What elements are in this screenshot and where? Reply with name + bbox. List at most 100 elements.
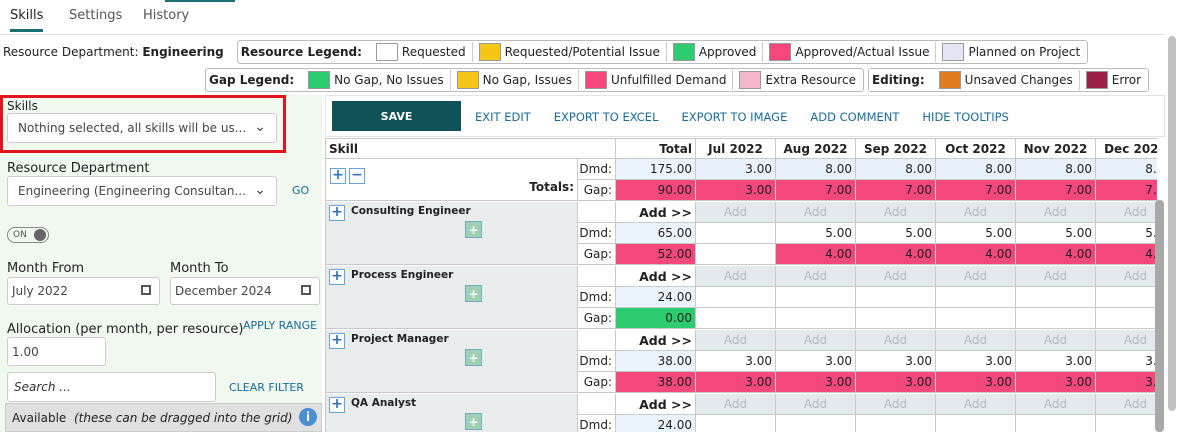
clear-filter-button[interactable]: CLEAR FILTER (229, 381, 304, 394)
legend-label: No Gap, No Issues (334, 73, 444, 87)
toolbar-link[interactable]: HIDE TOOLTIPS (922, 110, 1009, 124)
label: Month To (170, 261, 229, 276)
legend-divider (1078, 70, 1080, 90)
skill-name: Project Manager (351, 333, 449, 345)
tab[interactable]: Settings (69, 8, 123, 23)
go-button[interactable]: GO (292, 184, 310, 197)
month-cell (856, 308, 936, 329)
add-cell: Add (776, 266, 856, 287)
month-cell (936, 308, 1016, 329)
expand-skill[interactable]: + (329, 397, 345, 413)
month-to-input[interactable]: December 2024 (170, 277, 320, 305)
resource-legend: Resource Legend: Requested Requested/Poten… (236, 40, 1089, 64)
month-cell (856, 287, 936, 308)
input-value: December 2024 (175, 284, 272, 298)
add-cell: Add (1016, 202, 1096, 223)
column-header: Skill (326, 139, 616, 159)
expand-skill[interactable]: + (329, 205, 345, 221)
grid: Skill Total Jul 2022 Aug 2022 Sep 2022 Oct 20… (325, 138, 1157, 432)
department-dropdown[interactable]: Engineering (Engineering Consultan... ⌄ (7, 176, 277, 206)
totals-cell: + − Totals: (326, 159, 578, 201)
collapse-all[interactable]: − (349, 168, 365, 184)
skills-dropdown[interactable]: Nothing selected, all skills will be us.… (7, 113, 277, 143)
accent (165, 0, 235, 2)
month-cell: 5.00 (936, 223, 1016, 244)
add-button: Add >> (616, 394, 696, 415)
expand-skill[interactable]: + (329, 333, 345, 349)
total-cell: 65.00 (616, 223, 696, 244)
month-cell: 5.00 (776, 223, 856, 244)
total-cell: 24.00 (616, 287, 696, 308)
month-cell: 5.00 (1016, 223, 1096, 244)
month-cell: 4.00 (776, 244, 856, 265)
expand-skill[interactable]: + (329, 269, 345, 285)
month-cell (936, 287, 1016, 308)
filter-panel: Skills Nothing selected, all skills will… (0, 95, 322, 432)
legend-label: Approved/Actual Issue (795, 45, 930, 59)
toggle-label: ON (13, 230, 27, 240)
row-label: Gap: (578, 180, 616, 201)
month-cell (936, 415, 1016, 432)
total-cell: 38.00 (616, 372, 696, 393)
apply-range-button[interactable]: APPLY RANGE (243, 319, 318, 332)
month-from-input[interactable]: July 2022 (7, 277, 160, 305)
legend-row: Gap Legend: No Gap, No Issues No Gap, Issu… (205, 68, 1150, 92)
chevron: ⌄ (254, 182, 266, 198)
row-label (578, 266, 616, 287)
add-resource-icon[interactable]: + (465, 349, 482, 366)
search-input[interactable]: Search ... (7, 372, 216, 402)
add-cell: Add (696, 266, 776, 287)
label: Month From (7, 261, 85, 276)
legend-divider (762, 42, 764, 62)
add-button: Add >> (616, 266, 696, 287)
month-cell: 3.00 (1096, 351, 1157, 372)
skill-cell: + Consulting Engineer + (326, 202, 578, 265)
input-value: July 2022 (12, 284, 68, 298)
legend-label: Extra Resource (765, 73, 856, 87)
month-cell (696, 244, 776, 265)
legend-title: Gap Legend: (209, 73, 295, 87)
skill-name: QA Analyst (351, 397, 417, 409)
column-header: Total (616, 139, 696, 159)
month-cell (696, 287, 776, 308)
tab-divider (0, 34, 1165, 35)
month-cell: 3.00 (1096, 372, 1157, 393)
toolbar-link[interactable]: ADD COMMENT (810, 110, 900, 124)
toolbar: SAVE EXIT EDIT EXPORT TO EXCEL EXPORT TO I… (325, 95, 1165, 137)
scrollbar-track (1168, 36, 1176, 411)
row-label: Gap: (578, 308, 616, 329)
label: Allocation (per month, per resource) (7, 322, 244, 337)
add-resource-icon[interactable]: + (465, 285, 482, 302)
add-cell: Add (856, 330, 936, 351)
toolbar-link[interactable]: EXIT EDIT (475, 110, 531, 124)
month-cell: 4.00 (936, 244, 1016, 265)
tab[interactable]: Skills (10, 8, 44, 32)
expand-all[interactable]: + (330, 168, 346, 184)
add-resource-icon[interactable]: + (465, 221, 482, 238)
info-icon[interactable]: i (299, 408, 317, 426)
month-cell (1016, 415, 1096, 432)
month-cell (776, 308, 856, 329)
toolbar-link[interactable]: EXPORT TO EXCEL (553, 110, 659, 124)
month-cell: 8.00 (776, 159, 856, 180)
legend-label: No Gap, Issues (482, 73, 572, 87)
save-button[interactable]: SAVE (332, 101, 461, 131)
month-cell: 3.00 (856, 351, 936, 372)
legend-divider (577, 70, 579, 90)
add-cell: Add (1096, 202, 1157, 223)
month-cell: 8.00 (856, 159, 936, 180)
available-hint: (these can be dragged into the grid) (73, 411, 293, 425)
column-header: Jul 2022 (696, 139, 776, 159)
allocation-input[interactable]: 1.00 (7, 337, 106, 366)
toggle[interactable]: ON (7, 227, 49, 243)
toolbar-link[interactable]: EXPORT TO IMAGE (681, 110, 788, 124)
month-cell (696, 223, 776, 244)
add-cell: Add (936, 394, 1016, 415)
calendar-icon (141, 285, 151, 295)
add-resource-icon[interactable]: + (465, 413, 482, 430)
total-cell: 90.00 (616, 180, 696, 201)
toggle-knob (34, 229, 46, 241)
legend-swatch (1085, 71, 1108, 89)
tab[interactable]: History (143, 8, 190, 23)
